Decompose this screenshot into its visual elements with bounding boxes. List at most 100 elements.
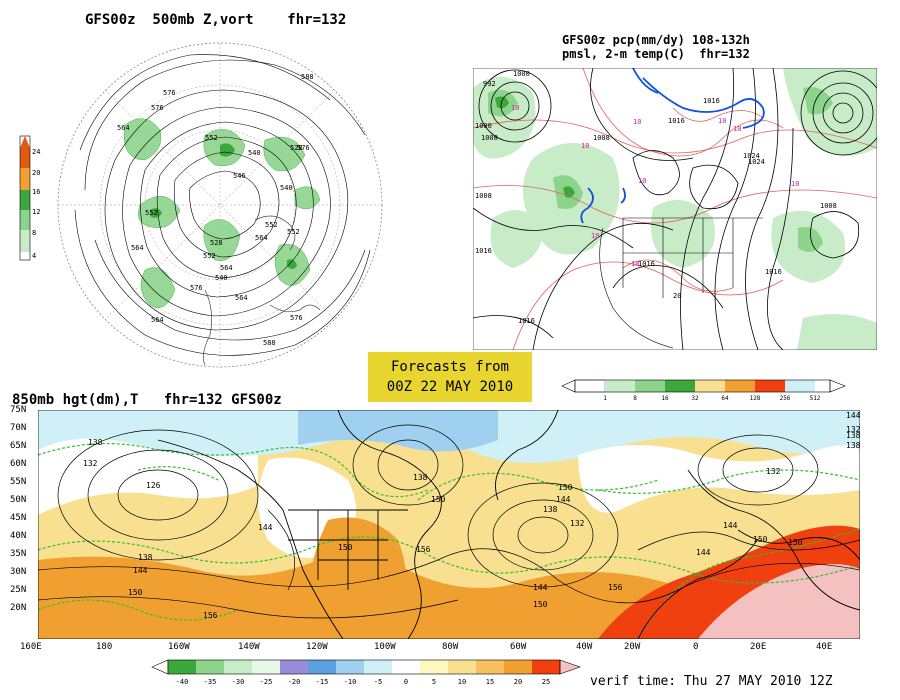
tick-label: -10	[344, 678, 357, 686]
contour-label: 564	[220, 264, 233, 272]
lon-label: 140W	[238, 642, 260, 652]
height-label: 126	[146, 481, 161, 490]
colorbar-850mb-ticks: -40 -35 -30 -25 -20 -15 -10 -5 0 5 10 15…	[176, 678, 551, 686]
height-label: 150	[533, 600, 548, 609]
lon-label: 20W	[624, 642, 641, 652]
lon-label: 180	[96, 642, 113, 652]
isobar-label: 1008	[593, 134, 610, 142]
height-label: 150	[558, 483, 573, 492]
contour-label: 528	[210, 239, 223, 247]
isobar-label: 1016	[638, 260, 655, 268]
height-labels: 138 132 126 144 150 138 144 150 156 156 …	[83, 411, 860, 620]
height-label: 150	[338, 543, 353, 552]
height-label: 150	[753, 535, 768, 544]
lat-label: 35N	[10, 549, 27, 559]
lon-label: 20E	[750, 642, 767, 652]
temp-label: 10	[633, 118, 641, 126]
tick-label: 8	[633, 395, 637, 402]
contour-label: 588	[301, 73, 314, 81]
precip-map-north-america: 992 1000 1008 1016 1016 1008 1016 1000 1…	[473, 68, 877, 350]
contour-label: 564	[235, 294, 248, 302]
contour-label: 528	[290, 144, 303, 152]
temp-label: 10	[718, 117, 726, 125]
lat-label: 75N	[10, 405, 27, 415]
panel-500mb-title: GFS00z 500mb Z,vort fhr=132	[85, 12, 347, 28]
height-label: 132	[83, 459, 98, 468]
height-label: 132	[766, 467, 781, 476]
height-label: 144	[133, 566, 148, 575]
contour-label: 540	[215, 274, 228, 282]
tick-label: 20	[514, 678, 522, 686]
height-label: 138	[138, 553, 153, 562]
tick-label: 16	[661, 395, 669, 402]
lat-label: 55N	[10, 477, 27, 487]
tick-label: 12	[32, 208, 40, 216]
isobar-label: 1016	[518, 317, 535, 325]
isobar-label: 1016	[703, 97, 720, 105]
lat-label: 45N	[10, 513, 27, 523]
temp-label: 10	[591, 232, 599, 240]
tick-label: 1	[603, 395, 607, 402]
other-label: 20	[673, 292, 681, 300]
lat-axis: 75N 70N 65N 60N 55N 50N 45N 40N 35N 30N …	[0, 405, 38, 645]
tick-label: 128	[750, 395, 761, 402]
lat-label: 50N	[10, 495, 27, 505]
tick-label: -40	[176, 678, 189, 686]
lat-label: 30N	[10, 567, 27, 577]
isobar-label: 1008	[475, 192, 492, 200]
height-label: 144	[846, 411, 860, 420]
isobar-label: 1000	[513, 70, 530, 78]
tick-label: -5	[374, 678, 382, 686]
height-label: 156	[416, 545, 431, 554]
height-label: 144	[696, 548, 711, 557]
height-label: 156	[203, 611, 218, 620]
height-label: 138	[846, 431, 860, 440]
temp-label: 10	[733, 125, 741, 133]
tick-label: 16	[32, 188, 40, 196]
tick-label: -15	[316, 678, 329, 686]
contour-label: 564	[255, 234, 268, 242]
height-label: 150	[431, 495, 446, 504]
tick-label: 256	[780, 395, 791, 402]
tick-label: -30	[232, 678, 245, 686]
temp-label: 10	[638, 177, 646, 185]
banner-line-2: 00Z 22 MAY 2010	[386, 379, 514, 395]
height-label: 132	[570, 519, 585, 528]
lat-label: 70N	[10, 423, 27, 433]
contour-label: 552	[145, 209, 158, 217]
height-label: 144	[723, 521, 738, 530]
verif-time: verif time: Thu 27 MAY 2010 12Z	[590, 674, 833, 689]
tick-label: 15	[486, 678, 494, 686]
contour-label: 552	[205, 134, 218, 142]
height-label: 156	[608, 583, 623, 592]
contour-label: 576	[163, 89, 176, 97]
contour-label: 576	[290, 314, 303, 322]
contour-label: 576	[151, 104, 164, 112]
tick-label: 20	[32, 169, 40, 177]
tick-label: 24	[32, 148, 40, 156]
panel-precip-title-2: pmsl, 2-m temp(C) fhr=132	[562, 47, 750, 61]
lat-label: 20N	[10, 603, 27, 613]
tick-label: 512	[810, 395, 821, 402]
isobar-label: 1016	[668, 117, 685, 125]
colorbar-500mb-vorticity: 24 20 16 12 8 4	[19, 135, 40, 261]
tick-label: 5	[432, 678, 436, 686]
tick-label: 10	[458, 678, 466, 686]
height-label: 138	[846, 441, 860, 450]
lon-label: 40E	[816, 642, 833, 652]
tick-label: 4	[32, 252, 36, 260]
height-label: 132	[846, 425, 860, 434]
panel-850mb-title: 850mb hgt(dm),T fhr=132 GFS00z	[12, 392, 282, 408]
panel-precip-title-1: GFS00z pcp(mm/dy) 108-132h	[562, 33, 750, 47]
tick-label: 32	[691, 395, 699, 402]
lat-label: 40N	[10, 531, 27, 541]
contour-label: 564	[151, 316, 164, 324]
forecast-banner: Forecasts from 00Z 22 MAY 2010	[368, 352, 532, 402]
lon-label: 120W	[306, 642, 328, 652]
height-label: 138	[543, 505, 558, 514]
isobar-label: 992	[483, 80, 496, 88]
isobar-label: 1016	[475, 247, 492, 255]
tick-label: -25	[260, 678, 273, 686]
temp-label: 10	[511, 104, 519, 112]
isobar-labels: 992 1000 1008 1016 1016 1008 1016 1000 1…	[475, 70, 837, 325]
